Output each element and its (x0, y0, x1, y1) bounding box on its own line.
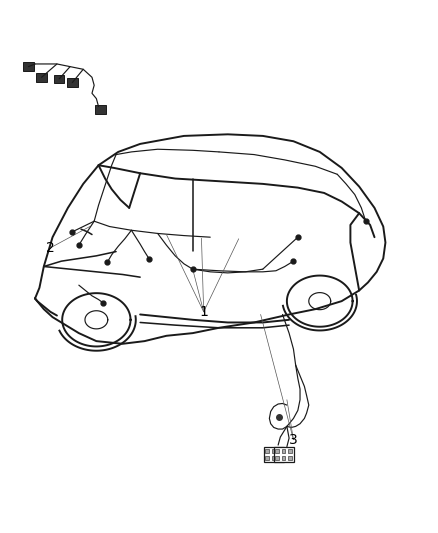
Bar (36, 73, 47, 82)
Bar (278, 449, 282, 453)
Bar (288, 456, 292, 461)
Bar (272, 449, 275, 453)
Bar (54, 75, 64, 83)
Text: 1: 1 (199, 305, 208, 319)
Bar (282, 449, 285, 453)
Bar (265, 456, 268, 461)
Text: 2: 2 (46, 241, 55, 255)
Bar (278, 456, 282, 461)
Bar (274, 447, 294, 462)
Bar (282, 456, 285, 461)
Bar (264, 447, 284, 462)
Bar (265, 449, 268, 453)
Text: 3: 3 (289, 433, 298, 447)
Bar (23, 62, 34, 71)
Bar (272, 456, 275, 461)
Bar (275, 449, 279, 453)
Bar (288, 449, 292, 453)
Bar (67, 78, 78, 87)
Bar (95, 105, 106, 114)
Bar (275, 456, 279, 461)
